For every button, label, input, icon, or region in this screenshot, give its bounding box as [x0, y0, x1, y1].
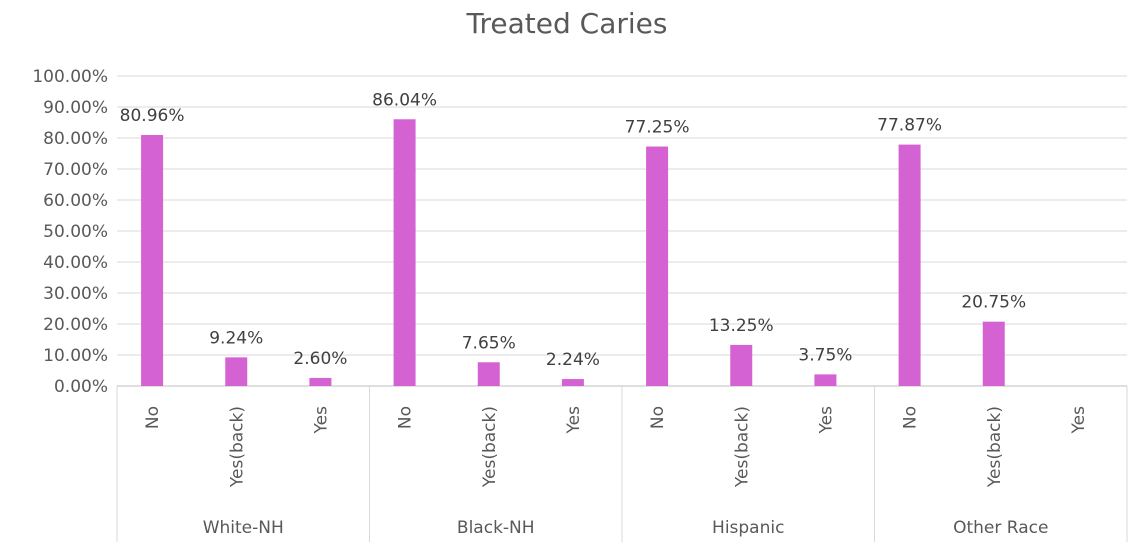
data-label: 13.25% — [709, 316, 774, 336]
data-label: 77.25% — [625, 118, 690, 138]
bar — [477, 362, 500, 386]
y-tick-label: 60.00% — [43, 191, 108, 211]
bar — [225, 357, 248, 386]
bar — [561, 379, 584, 386]
category-label: Yes(back) — [480, 406, 500, 488]
group-label: Other Race — [953, 518, 1048, 538]
bar — [141, 135, 164, 386]
category-label: Yes — [816, 406, 836, 435]
y-tick-label: 40.00% — [43, 253, 108, 273]
category-label: No — [143, 406, 163, 429]
y-tick-label: 90.00% — [43, 98, 108, 118]
category-label: Yes(back) — [985, 406, 1005, 488]
group-label: Hispanic — [712, 518, 784, 538]
bar — [982, 321, 1005, 386]
y-tick-label: 0.00% — [54, 377, 108, 397]
bar — [898, 144, 921, 386]
y-tick-label: 20.00% — [43, 315, 108, 335]
bar — [393, 119, 416, 386]
category-label: Yes — [1069, 406, 1089, 435]
data-label: 9.24% — [209, 328, 263, 348]
chart-title: Treated Caries — [466, 7, 668, 40]
y-tick-label: 100.00% — [32, 67, 108, 87]
data-label: 77.87% — [877, 116, 942, 136]
y-tick-label: 30.00% — [43, 284, 108, 304]
y-tick-label: 80.00% — [43, 129, 108, 149]
y-tick-label: 10.00% — [43, 346, 108, 366]
group-label: White-NH — [203, 518, 284, 538]
data-label: 2.60% — [293, 349, 347, 369]
category-label: Yes(back) — [732, 406, 752, 488]
data-label: 3.75% — [798, 345, 852, 365]
category-label: Yes(back) — [227, 406, 247, 488]
category-label: Yes — [311, 406, 331, 435]
data-label: 2.24% — [546, 350, 600, 370]
y-tick-label: 50.00% — [43, 222, 108, 242]
bar — [646, 146, 669, 386]
category-label: No — [901, 406, 921, 429]
category-label: No — [648, 406, 668, 429]
category-label: Yes — [564, 406, 584, 435]
bar — [814, 374, 837, 386]
data-label: 80.96% — [120, 106, 185, 126]
bar — [730, 344, 753, 386]
data-label: 20.75% — [961, 293, 1026, 313]
data-label: 7.65% — [462, 333, 516, 353]
y-tick-label: 70.00% — [43, 160, 108, 180]
data-label: 86.04% — [372, 90, 437, 110]
category-label: No — [396, 406, 416, 429]
group-label: Black-NH — [457, 518, 535, 538]
bar — [309, 377, 332, 386]
